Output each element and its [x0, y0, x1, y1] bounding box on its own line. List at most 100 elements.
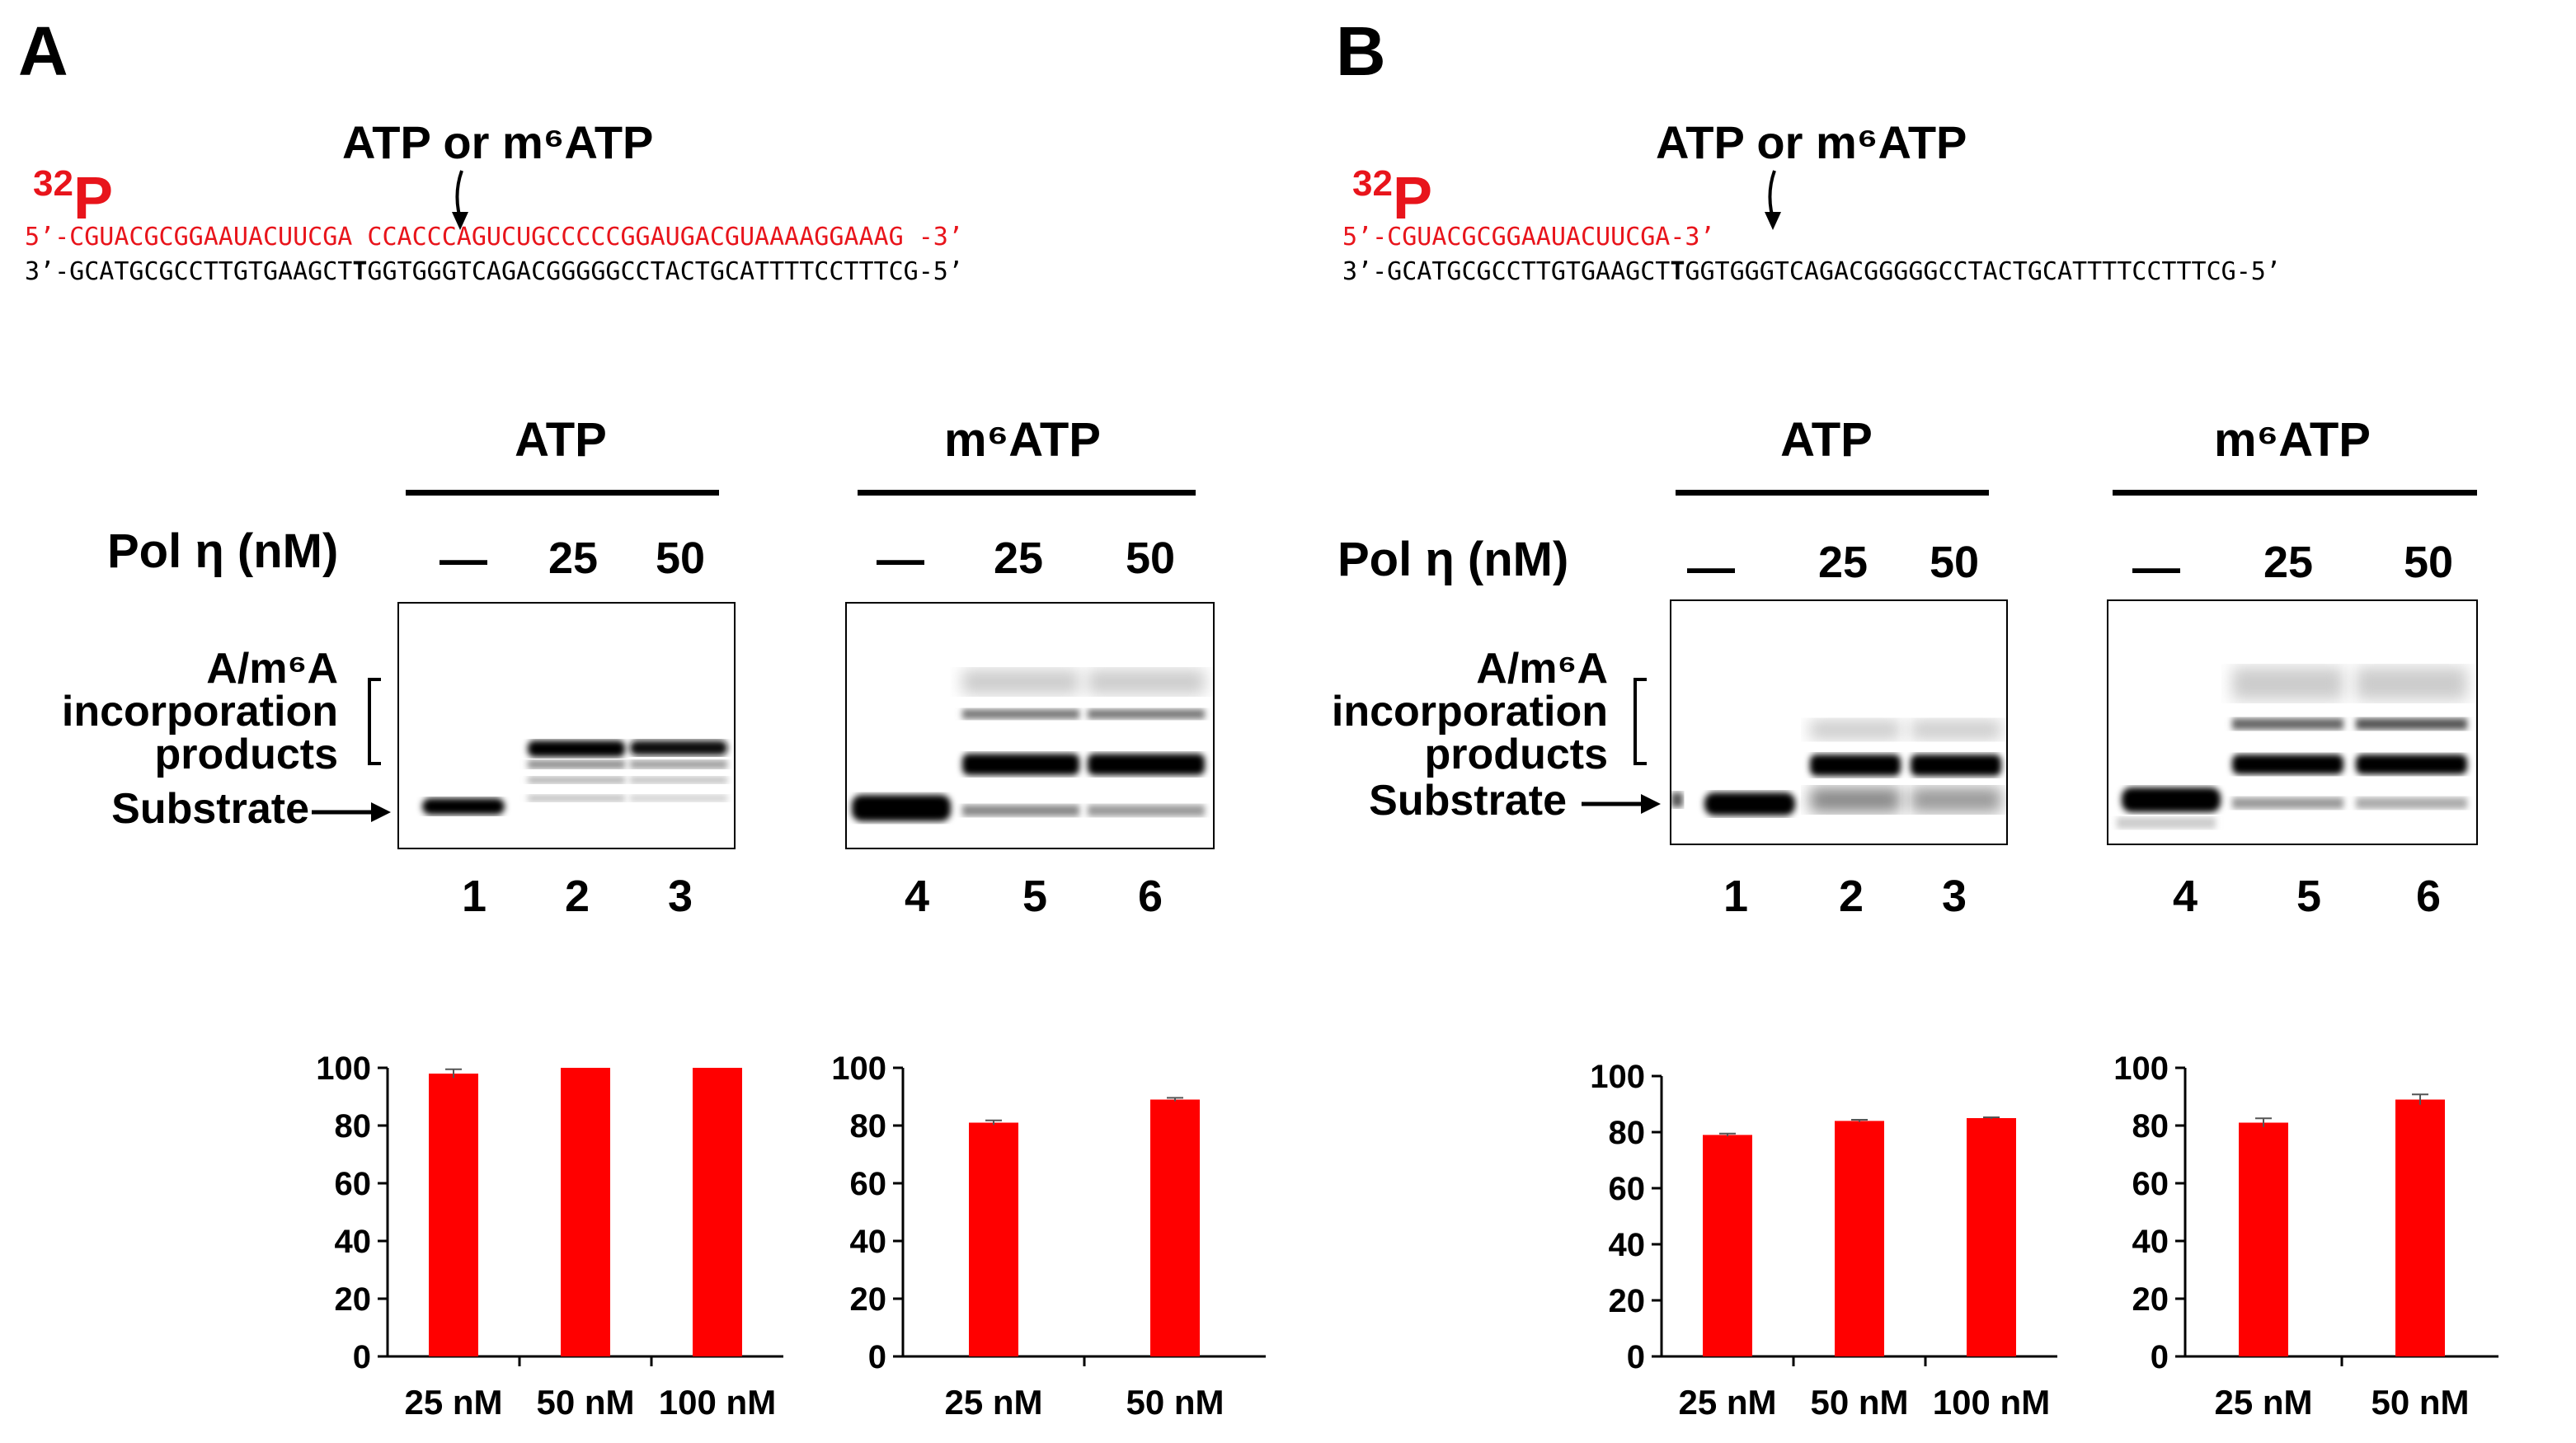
header-bar	[2113, 490, 2477, 496]
gel-image-m6atp-a	[845, 602, 1215, 849]
y-tick-label: 20	[1609, 1283, 1646, 1319]
bar	[1835, 1121, 1884, 1356]
x-tick-label: 50 nM	[2371, 1383, 2469, 1422]
x-tick-label: 25 nM	[1678, 1383, 1776, 1422]
arrow-right-icon	[1582, 794, 1661, 814]
conc-50: 50	[2403, 538, 2454, 587]
y-tick-label: 80	[1609, 1115, 1646, 1151]
x-tick-label: 25 nM	[404, 1383, 502, 1422]
products-label-a: A/m⁶A incorporation products	[0, 647, 338, 776]
gel-header-atp-a: ATP	[515, 413, 607, 467]
products-label-line1: A/m⁶A	[1476, 645, 1608, 693]
arrow-label-a: ATP or m⁶ATP	[342, 116, 654, 168]
bar	[2395, 1099, 2445, 1356]
conc-50: 50	[1125, 533, 1176, 583]
bar	[969, 1122, 1018, 1356]
lane-number: 2	[564, 872, 590, 921]
products-label-line2: incorporation	[1331, 688, 1608, 736]
lane-number: 1	[461, 872, 487, 921]
template-seq-post: GGTGGGTCAGACGGGGGCCTACTGCATTTTCCTTTCG-5’	[367, 257, 963, 286]
label-32p-a: 32P	[33, 166, 113, 229]
bar	[2239, 1122, 2288, 1356]
arrow-down-icon	[452, 170, 468, 230]
label-32p-main: P	[1392, 166, 1432, 232]
chart-b-atp: 0 20 40 60 80 100 25 nM 50 nM 100 nM	[1530, 1043, 2082, 1443]
gel-image-atp-a	[397, 602, 736, 849]
header-bar	[1676, 490, 1989, 496]
gel-image-m6atp-b	[2107, 599, 2478, 845]
lane-number: 5	[2296, 872, 2322, 921]
pol-label-a: Pol η (nM)	[107, 524, 339, 578]
y-tick-label: 60	[850, 1166, 887, 1202]
y-tick-label: 20	[2132, 1281, 2169, 1318]
chart-b-m6atp: 0 20 40 60 80 100 25 nM 50 nM	[2086, 1035, 2531, 1443]
y-tick-label: 40	[335, 1224, 372, 1260]
template-seq-b: 3’-GCATGCGCCTTGTGAAGCTTGGTGGGTCAGACGGGGG…	[1342, 260, 2281, 284]
y-tick-label: 40	[850, 1224, 887, 1260]
arrow-label-b: ATP or m⁶ATP	[1656, 116, 1967, 168]
products-label-line3: products	[154, 731, 338, 778]
products-label-b: A/m⁶A incorporation products	[1270, 647, 1608, 776]
template-seq-pre: 3’-GCATGCGCCTTGTGAAGCT	[1342, 257, 1671, 286]
conc-50: 50	[1929, 538, 1980, 587]
conc-dash: —	[440, 533, 487, 586]
template-seq-post: GGTGGGTCAGACGGGGGCCTACTGCATTTTCCTTTCG-5’	[1685, 257, 2281, 286]
chart-a-atp: 0 20 40 60 80 100 25 nM 50 nM 100 nM	[256, 1035, 808, 1443]
bar	[1703, 1135, 1752, 1356]
y-tick-label: 60	[335, 1166, 372, 1202]
template-seq-bold: T	[1670, 257, 1685, 286]
template-seq-pre: 3’-GCATGCGCCTTGTGAAGCT	[25, 257, 353, 286]
substrate-label-b: Substrate	[1369, 777, 1567, 825]
lane-number: 5	[1022, 872, 1048, 921]
header-bar	[406, 490, 719, 496]
substrate-label-a: Substrate	[111, 785, 309, 833]
bracket-icon	[1634, 678, 1647, 765]
y-tick-label: 60	[1609, 1171, 1646, 1207]
y-tick-label: 80	[850, 1108, 887, 1145]
bracket-icon	[368, 678, 381, 765]
y-tick-label: 0	[868, 1339, 886, 1375]
x-tick-label: 25 nM	[944, 1383, 1042, 1422]
x-tick-label: 100 nM	[659, 1383, 776, 1422]
conc-dash: —	[1687, 541, 1735, 595]
lane-number: 2	[1838, 872, 1864, 921]
lane-number: 6	[2415, 872, 2442, 921]
products-label-line2: incorporation	[61, 688, 338, 736]
arrow-right-icon	[312, 802, 391, 822]
y-tick-label: 100	[1590, 1059, 1645, 1095]
conc-25: 25	[548, 533, 599, 583]
lane-number: 1	[1723, 872, 1749, 921]
y-tick-label: 100	[831, 1051, 886, 1087]
lane-number: 3	[1941, 872, 1967, 921]
products-label-line1: A/m⁶A	[206, 645, 338, 693]
bar	[1967, 1118, 2016, 1356]
lane-number: 6	[1137, 872, 1163, 921]
x-tick-label: 50 nM	[1126, 1383, 1224, 1422]
y-tick-label: 80	[2132, 1108, 2169, 1145]
y-tick-label: 40	[1609, 1227, 1646, 1263]
label-32p-sup: 32	[33, 163, 73, 204]
gel-header-m6atp-a: m⁶ATP	[944, 413, 1101, 467]
panel-letter-b: B	[1336, 12, 1386, 90]
label-32p-main: P	[73, 166, 113, 232]
y-tick-label: 0	[2151, 1339, 2169, 1375]
conc-50: 50	[655, 533, 706, 583]
arrow-down-icon	[1765, 170, 1781, 230]
y-tick-label: 20	[850, 1281, 887, 1318]
primer-seq-a: 5’-CGUACGCGGAAUACUUCGA CCACCCAGUCUGCCCCC…	[25, 223, 963, 251]
bar	[561, 1068, 610, 1356]
x-tick-label: 100 nM	[1933, 1383, 2050, 1422]
template-seq-a: 3’-GCATGCGCCTTGTGAAGCTTGGTGGGTCAGACGGGGG…	[25, 260, 963, 284]
x-tick-label: 25 nM	[2214, 1383, 2312, 1422]
panel-letter-a: A	[18, 12, 68, 90]
bar	[1150, 1099, 1200, 1356]
gel-image-atp-b	[1670, 599, 2008, 845]
bar	[693, 1068, 742, 1356]
conc-25: 25	[993, 533, 1044, 583]
label-32p-sup: 32	[1352, 163, 1393, 204]
y-tick-label: 40	[2132, 1224, 2169, 1260]
bar	[429, 1074, 478, 1356]
y-tick-label: 80	[335, 1108, 372, 1145]
conc-25: 25	[1817, 538, 1869, 587]
lane-number: 4	[2172, 872, 2198, 921]
